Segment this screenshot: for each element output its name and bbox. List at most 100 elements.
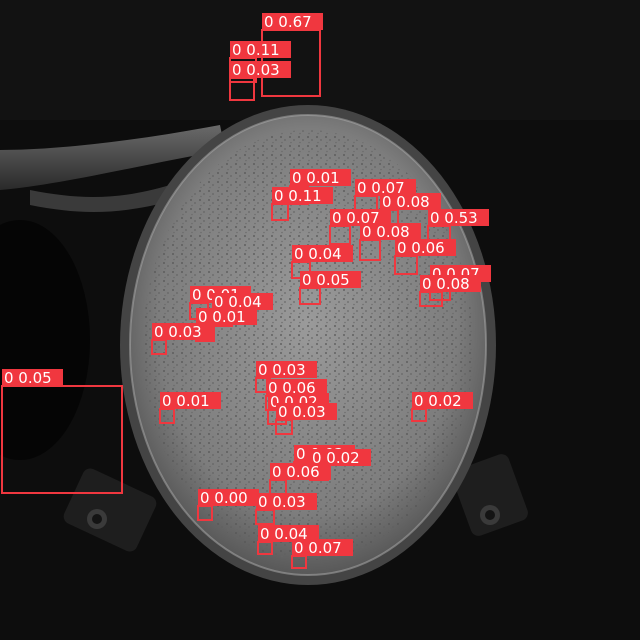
detection-box: 0 0.05 — [299, 271, 361, 305]
detection-label: 0 0.07 — [357, 179, 405, 197]
detection-label: 0 0.04 — [260, 525, 308, 543]
detection-box: 0 0.02 — [411, 392, 473, 422]
detection-label: 0 0.03 — [278, 403, 326, 421]
detection-box: 0 0.01 — [159, 392, 221, 424]
detection-box: 0 0.08 — [419, 275, 481, 307]
detection-box: 0 0.04 — [211, 293, 273, 327]
detection-box: 0 0.04 — [257, 525, 319, 555]
detection-label: 0 0.02 — [312, 449, 360, 467]
label-background — [152, 323, 213, 340]
detection-box: 0 0.01 — [195, 308, 257, 342]
bounding-box — [257, 541, 273, 555]
bounding-box — [291, 555, 307, 569]
bounding-box — [1, 385, 123, 494]
detection-box: 0 0.11 — [271, 187, 333, 221]
label-background — [198, 489, 259, 506]
label-background — [292, 539, 353, 556]
detection-label: 0 0.03 — [154, 323, 202, 341]
bounding-box — [255, 509, 275, 525]
bounding-box — [151, 339, 167, 355]
label-background — [360, 223, 421, 240]
bounding-box — [275, 419, 293, 435]
detection-label: 0 0.08 — [422, 275, 470, 293]
detection-label: 0 0.03 — [258, 361, 306, 379]
bounding-box — [197, 505, 213, 521]
detection-box: 0 0.06 — [269, 463, 331, 495]
label-background — [262, 13, 323, 30]
label-background — [270, 463, 331, 480]
detection-box: 0 0.03 — [275, 403, 337, 435]
detection-label: 0 0.01 — [162, 392, 210, 410]
detection-label: 0 0.11 — [232, 41, 280, 59]
label-background — [256, 493, 317, 510]
detection-box: 0 0.05 — [1, 369, 123, 494]
detection-label: 0 0.08 — [382, 193, 430, 211]
label-background — [428, 209, 489, 226]
label-background — [420, 275, 481, 292]
detection-label: 0 0.67 — [264, 13, 312, 31]
bounding-box — [329, 225, 351, 245]
detection-label: 0 0.04 — [214, 293, 262, 311]
label-background — [2, 369, 63, 386]
detection-label: 0 0.11 — [274, 187, 322, 205]
detection-label: 0 0.05 — [4, 369, 52, 387]
detection-label: 0 0.06 — [268, 379, 316, 397]
label-background — [230, 61, 291, 78]
detection-box: 0 0.08 — [379, 193, 441, 229]
bounding-box — [269, 479, 287, 495]
bounding-box — [394, 255, 418, 275]
detection-box: 0 0.07 — [291, 539, 353, 569]
detection-box: 0 0.08 — [359, 223, 421, 261]
label-background — [330, 209, 391, 226]
detection-label: 0 0.05 — [302, 271, 350, 289]
detection-box: 0 0.03 — [151, 323, 213, 355]
detection-label: 0 0.08 — [362, 223, 410, 241]
label-background — [272, 187, 333, 204]
label-background — [300, 271, 361, 288]
detection-label: 0 0.03 — [258, 493, 306, 511]
detection-box: 0 0.02 — [309, 449, 371, 481]
bounding-box — [299, 287, 321, 305]
detection-box: 0 0.04 — [291, 245, 353, 279]
label-background — [196, 308, 257, 325]
detection-label: 0 0.06 — [272, 463, 320, 481]
label-background — [258, 525, 319, 542]
detection-box: 0 0.03 — [229, 61, 291, 101]
label-background — [266, 379, 327, 396]
detection-label: 0 0.03 — [232, 61, 280, 79]
label-background — [310, 449, 371, 466]
label-background — [160, 392, 221, 409]
label-background — [395, 239, 456, 256]
bounding-box — [411, 408, 427, 422]
detection-box: 0 0.06 — [394, 239, 456, 275]
detection-label: 0 0.04 — [294, 245, 342, 263]
detection-label: 0 0.07 — [294, 539, 342, 557]
bounding-box — [159, 408, 175, 424]
detection-label: 0 0.01 — [198, 308, 246, 326]
detection-label: 0 0.00 — [200, 489, 248, 507]
label-background — [355, 179, 416, 196]
detection-box: 0 0.03 — [255, 493, 317, 525]
label-background — [212, 293, 273, 310]
label-background — [412, 392, 473, 409]
detection-label: 0 0.06 — [397, 239, 445, 257]
label-background — [256, 361, 317, 378]
label-background — [230, 41, 291, 58]
cable — [0, 125, 225, 190]
detection-label: 0 0.53 — [430, 209, 478, 227]
detection-box: 0 0.07 — [354, 179, 416, 217]
detection-box: 0 0.00 — [197, 489, 259, 521]
detection-box: 0 0.53 — [427, 209, 489, 247]
detection-label: 0 0.07 — [332, 209, 380, 227]
bounding-box — [359, 239, 381, 261]
detection-label: 0 0.01 — [292, 169, 340, 187]
detection-box: 0 0.07 — [329, 209, 391, 245]
label-background — [276, 403, 337, 420]
detection-label: 0 0.02 — [414, 392, 462, 410]
detection-box: 0 0.11 — [229, 41, 291, 83]
label-background — [380, 193, 441, 210]
bounding-box — [271, 203, 289, 221]
label-background — [290, 169, 351, 186]
